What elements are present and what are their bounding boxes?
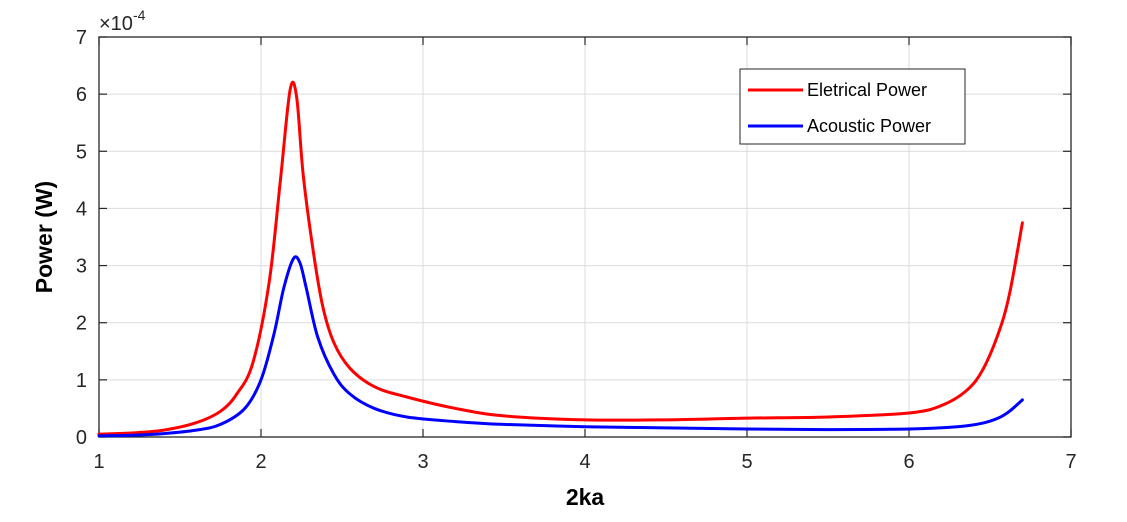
y-tick-label: 2 bbox=[76, 313, 87, 335]
x-tick-label: 3 bbox=[417, 451, 428, 473]
y-exponent-power: -4 bbox=[133, 7, 146, 23]
y-tick-label: 1 bbox=[76, 370, 87, 392]
y-tick-label: 6 bbox=[76, 84, 87, 106]
x-tick-label: 1 bbox=[93, 451, 104, 473]
y-tick-label: 5 bbox=[76, 141, 87, 163]
legend-box bbox=[739, 68, 966, 145]
series-lines bbox=[97, 80, 1024, 438]
x-tick-label: 7 bbox=[1065, 451, 1076, 473]
x-axis-label: 2ka bbox=[566, 484, 605, 510]
legend-label-electrical: Eletrical Power bbox=[807, 80, 927, 100]
y-tick-label: 7 bbox=[76, 27, 87, 49]
legend: Eletrical Power Acoustic Power bbox=[739, 68, 966, 145]
y-exponent-base: ×10 bbox=[99, 13, 133, 35]
x-tick-label: 2 bbox=[255, 451, 266, 473]
y-tick-label: 4 bbox=[76, 198, 87, 220]
y-exponent-label: ×10-4 bbox=[99, 7, 146, 35]
series-line-electrical bbox=[97, 80, 1024, 436]
x-tick-label: 6 bbox=[903, 451, 914, 473]
y-tick-label: 3 bbox=[76, 256, 87, 278]
series-line-acoustic bbox=[97, 255, 1024, 438]
x-tick-label: 4 bbox=[579, 451, 590, 473]
y-axis-label: Power (W) bbox=[31, 181, 57, 293]
y-tick-label: 0 bbox=[76, 427, 87, 449]
legend-label-acoustic: Acoustic Power bbox=[807, 116, 931, 136]
x-tick-label: 5 bbox=[741, 451, 752, 473]
